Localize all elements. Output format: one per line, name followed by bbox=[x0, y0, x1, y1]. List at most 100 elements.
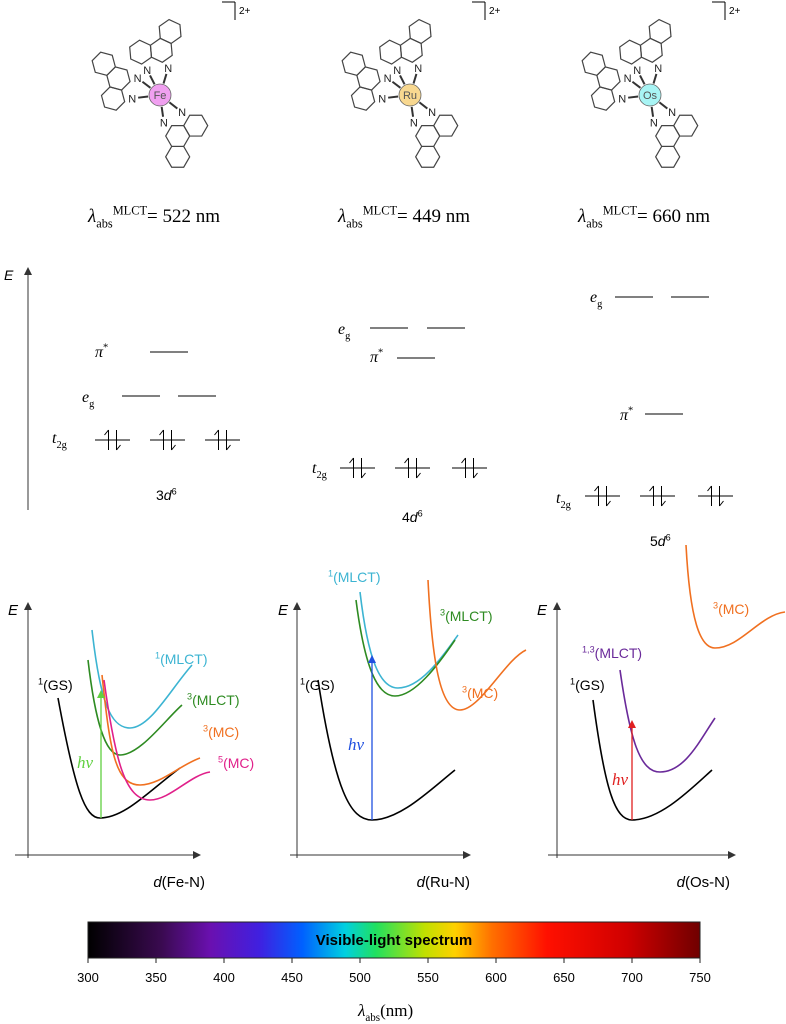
ring bbox=[379, 39, 403, 65]
x-axis-label: d(Os-N) bbox=[677, 874, 730, 891]
label-part: 6 bbox=[666, 532, 671, 542]
label-part: 6 bbox=[418, 508, 423, 518]
ligand bbox=[581, 51, 621, 111]
ring bbox=[158, 18, 182, 45]
line bbox=[661, 500, 666, 507]
label-part: (Fe-N) bbox=[162, 874, 205, 891]
label-part: (MC) bbox=[718, 601, 749, 617]
line bbox=[473, 472, 478, 479]
pi-star-label: π* bbox=[620, 406, 633, 424]
label-part: MLCT bbox=[363, 203, 398, 217]
curve-label: 1,3(MLCT) bbox=[582, 644, 642, 661]
line bbox=[412, 73, 418, 84]
label-part: hν bbox=[348, 735, 365, 754]
x-tick-label: 600 bbox=[485, 970, 507, 985]
label-part: g bbox=[597, 299, 602, 310]
n-atom: N bbox=[624, 73, 632, 85]
n-atom: N bbox=[654, 63, 662, 75]
line bbox=[226, 444, 231, 451]
label-part: 3 bbox=[713, 600, 718, 610]
label-part: (MLCT) bbox=[595, 645, 642, 661]
n-atom: N bbox=[164, 63, 172, 75]
label-part: d bbox=[417, 874, 426, 891]
lambda-label: λabsMLCT= 522 nm bbox=[87, 203, 220, 230]
electron-config: 3d6 bbox=[156, 486, 177, 503]
ring bbox=[639, 37, 663, 63]
line bbox=[404, 457, 409, 464]
label-part: t bbox=[556, 490, 561, 507]
label-part: = 522 nm bbox=[147, 206, 220, 227]
label-part: 3 bbox=[156, 487, 164, 503]
ligand bbox=[341, 51, 381, 111]
ligand bbox=[379, 18, 432, 65]
potential-curve bbox=[592, 699, 713, 821]
label-part: λ bbox=[337, 206, 346, 227]
eg-label: eg bbox=[82, 389, 94, 410]
n-atom: N bbox=[143, 65, 151, 77]
metal-center bbox=[398, 83, 422, 107]
lambda-label: λabsMLCT= 449 nm bbox=[337, 203, 470, 230]
metal-label: Fe bbox=[154, 90, 167, 102]
label-part: 2g bbox=[316, 470, 326, 481]
energy-axis-label: E bbox=[4, 267, 14, 283]
label-part: = 660 nm bbox=[637, 206, 710, 227]
label-part: π bbox=[370, 349, 379, 366]
potential-curve bbox=[427, 579, 527, 711]
label-part: 1 bbox=[38, 676, 43, 686]
n-atom: N bbox=[178, 107, 186, 119]
label-part: λ bbox=[357, 1001, 365, 1020]
eg-label: eg bbox=[338, 321, 350, 342]
label-part: MLCT bbox=[113, 203, 148, 217]
line bbox=[649, 485, 654, 492]
label-part: 1 bbox=[300, 676, 305, 686]
n-atom: N bbox=[134, 73, 142, 85]
arrow-head bbox=[628, 720, 636, 728]
curve-label: 3(MC) bbox=[203, 723, 239, 740]
spectrum-bar bbox=[87, 921, 701, 959]
ligand bbox=[619, 18, 672, 65]
label-part: hν bbox=[77, 753, 94, 772]
line bbox=[652, 73, 658, 84]
line bbox=[162, 73, 168, 84]
label-part: 1 bbox=[570, 676, 575, 686]
label-part: d bbox=[658, 533, 667, 549]
ligand bbox=[164, 114, 209, 168]
label-part: d bbox=[164, 487, 173, 503]
label-part: t bbox=[52, 430, 57, 447]
line bbox=[361, 472, 366, 479]
curve-label: 1(MLCT) bbox=[155, 650, 208, 667]
curve-label: 3(MLCT) bbox=[440, 607, 493, 624]
line bbox=[639, 74, 646, 85]
n-atom: N bbox=[414, 63, 422, 75]
potential-curve bbox=[103, 679, 211, 801]
label-part: (MLCT) bbox=[192, 692, 239, 708]
x-tick-label: 400 bbox=[213, 970, 235, 985]
line bbox=[594, 485, 599, 492]
line bbox=[141, 80, 152, 89]
label-part: d bbox=[410, 509, 419, 525]
label-part: * bbox=[628, 406, 633, 417]
lambda-label: λabsMLCT= 660 nm bbox=[577, 203, 710, 230]
line bbox=[149, 74, 156, 85]
label-part: (GS) bbox=[305, 677, 335, 693]
line bbox=[168, 101, 178, 110]
line bbox=[159, 429, 164, 436]
label-part: 1 bbox=[155, 650, 160, 660]
y-axis-label: E bbox=[278, 602, 289, 619]
label-part: 5 bbox=[218, 754, 223, 764]
curve-label: 3(MLCT) bbox=[187, 691, 240, 708]
n-atom: N bbox=[633, 65, 641, 77]
label-part: e bbox=[82, 389, 89, 406]
label-part: 3 bbox=[187, 691, 192, 701]
curve-label: 1(GS) bbox=[38, 676, 73, 693]
n-atom: N bbox=[160, 118, 168, 130]
n-atom: N bbox=[384, 73, 392, 85]
line bbox=[628, 95, 639, 99]
potential-curve bbox=[685, 544, 786, 649]
label-part: (MC) bbox=[208, 724, 239, 740]
excitation-label: hν bbox=[348, 735, 365, 754]
line bbox=[104, 429, 109, 436]
electron-config: 4d6 bbox=[402, 508, 423, 525]
label-part: 1 bbox=[328, 568, 333, 578]
